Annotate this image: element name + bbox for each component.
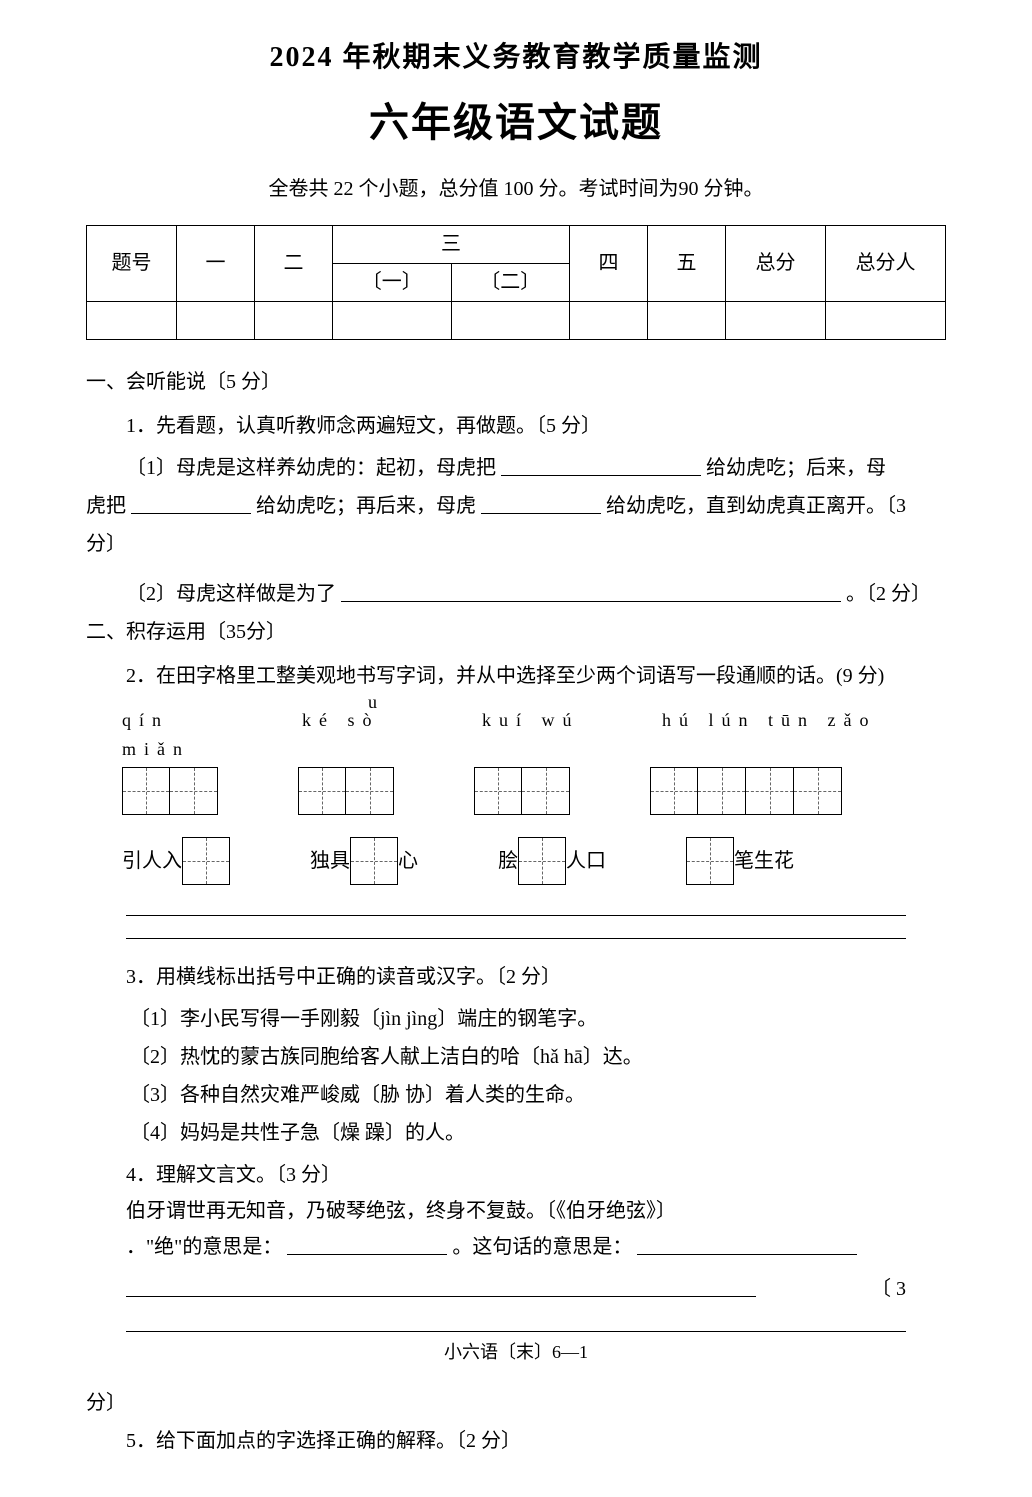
- section-2-head: 二、积存运用〔35分〕: [86, 616, 946, 648]
- q1-1-text-c: 虎把: [86, 495, 126, 517]
- q4-score-tail: 分〕: [86, 1387, 946, 1419]
- col-header: 一: [177, 225, 255, 301]
- exam-header-line1: 2024 年秋期末义务教育教学质量监测: [86, 36, 946, 81]
- pinyin-group-3: kuí wú: [482, 706, 582, 764]
- score-cell[interactable]: [177, 301, 255, 339]
- col-header: 题号: [87, 225, 177, 301]
- col-header: 二: [255, 225, 333, 301]
- question-1-1-cont: 虎把 给幼虎吃；再后来，母虎 给幼虎吃，直到幼虎真正离开。〔3: [86, 490, 946, 522]
- tianzige-group[interactable]: [474, 767, 570, 815]
- phrase-post: 心: [398, 845, 418, 877]
- pinyin-group-2: u ké sò: [302, 706, 402, 764]
- write-line[interactable]: [126, 915, 906, 916]
- table-row: [87, 301, 946, 339]
- q4-b: 。这句话的意思是：: [452, 1236, 632, 1258]
- phrase-pre: 脍: [498, 845, 518, 877]
- q4-question: ．"绝"的意思是： 。这句话的意思是：: [126, 1231, 946, 1263]
- exam-header-line2: 六年级语文试题: [86, 91, 946, 155]
- pinyin-group-4: hú lún tūn zǎo: [662, 706, 882, 764]
- phrase-pre: 引人入: [122, 845, 182, 877]
- fill-blank[interactable]: [341, 580, 841, 602]
- phrase-group: 引人入: [122, 837, 230, 885]
- score-cell[interactable]: [333, 301, 452, 339]
- pinyin-top: u: [368, 688, 385, 717]
- tianzige-row-1: [122, 767, 946, 815]
- sub-col: 〔一〕: [333, 263, 452, 301]
- question-5: 5．给下面加点的字选择正确的解释。〔2 分〕: [126, 1425, 946, 1457]
- tianzige-cell[interactable]: [182, 837, 230, 885]
- question-4: 4．理解文言文。〔3 分〕: [126, 1159, 946, 1191]
- score-cell[interactable]: [726, 301, 826, 339]
- pinyin-row: qín miǎn u ké sò kuí wú hú lún tūn zǎo: [122, 706, 946, 764]
- page-number: 小六语〔末〕6—1: [86, 1338, 946, 1367]
- tianzige-cell[interactable]: [686, 837, 734, 885]
- q1-1-text-d: 给幼虎吃；再后来，母虎: [256, 495, 476, 517]
- pinyin-group-1: qín miǎn: [122, 706, 222, 764]
- fill-blank[interactable]: [287, 1233, 447, 1255]
- tianzige-cell[interactable]: [518, 837, 566, 885]
- col-header: 四: [570, 225, 648, 301]
- fill-blank[interactable]: [501, 454, 701, 476]
- score-cell[interactable]: [570, 301, 648, 339]
- q3-item-4: 〔4〕妈妈是共性子急〔燥 躁〕的人。: [130, 1117, 946, 1149]
- table-row: 题号 一 二 三 四 五 总分 总分人: [87, 225, 946, 263]
- q4-cont-line: 〔 3: [126, 1273, 906, 1305]
- question-3: 3．用横线标出括号中正确的读音或汉字。〔2 分〕: [126, 961, 946, 993]
- col-header: 总分人: [826, 225, 946, 301]
- footer-rule: [126, 1331, 906, 1332]
- q1-1-text-a: 〔1〕母虎是这样养幼虎的：起初，母虎把: [126, 457, 496, 479]
- score-cell[interactable]: [255, 301, 333, 339]
- question-1-1: 〔1〕母虎是这样养幼虎的：起初，母虎把 给幼虎吃；后来，母: [126, 452, 946, 484]
- q1-1-text-e: 给幼虎吃，直到幼虎真正离开。〔3: [606, 495, 906, 517]
- phrase-pre: 独具: [310, 845, 350, 877]
- sub-col: 〔二〕: [451, 263, 570, 301]
- fill-blank[interactable]: [126, 1275, 756, 1297]
- q1-2-text-a: 〔2〕母虎这样做是为了: [126, 583, 336, 605]
- tianzige-cell[interactable]: [350, 837, 398, 885]
- score-cell[interactable]: [87, 301, 177, 339]
- q3-item-1: 〔1〕李小民写得一手刚毅〔jìn jìng〕端庄的钢笔字。: [130, 1003, 946, 1035]
- q1-1-tail: 分〕: [86, 528, 946, 560]
- q4-score: 〔 3: [871, 1273, 906, 1305]
- write-line[interactable]: [126, 938, 906, 939]
- phrase-group: 笔生花: [686, 837, 794, 885]
- score-cell[interactable]: [648, 301, 726, 339]
- score-table: 题号 一 二 三 四 五 总分 总分人 〔一〕 〔二〕: [86, 225, 946, 340]
- fill-blank[interactable]: [637, 1233, 857, 1255]
- question-2: 2．在田字格里工整美观地书写字词，并从中选择至少两个词语写一段通顺的话。(9 分…: [126, 660, 946, 692]
- phrase-group: 独具 心: [310, 837, 418, 885]
- fill-blank[interactable]: [131, 492, 251, 514]
- q3-item-2: 〔2〕热忱的蒙古族同胞给客人献上洁白的哈〔hǎ hā〕达。: [130, 1041, 946, 1073]
- q3-item-3: 〔3〕各种自然灾难严峻威〔胁 协〕着人类的生命。: [130, 1079, 946, 1111]
- fill-blank[interactable]: [481, 492, 601, 514]
- phrase-post: 人口: [566, 845, 606, 877]
- score-cell[interactable]: [451, 301, 570, 339]
- phrase-post: 笔生花: [734, 845, 794, 877]
- col-header: 总分: [726, 225, 826, 301]
- tianzige-row-2: 引人入 独具 心 脍 人口 笔生花: [122, 837, 946, 885]
- section-1-head: 一、会听能说〔5 分〕: [86, 366, 946, 398]
- q1-2-text-b: 。〔2 分〕: [846, 583, 931, 605]
- phrase-group: 脍 人口: [498, 837, 606, 885]
- q4-a: ．"绝"的意思是：: [126, 1236, 282, 1258]
- q1-1-text-b: 给幼虎吃；后来，母: [706, 457, 886, 479]
- col-header: 五: [648, 225, 726, 301]
- score-cell[interactable]: [826, 301, 946, 339]
- question-1: 1．先看题，认真听教师念两遍短文，再做题。〔5 分〕: [126, 410, 946, 442]
- tianzige-group[interactable]: [122, 767, 218, 815]
- q4-sentence: 伯牙谓世再无知音，乃破琴绝弦，终身不复鼓。〔《伯牙绝弦》〕: [126, 1195, 946, 1227]
- tianzige-group[interactable]: [650, 767, 842, 815]
- exam-subtitle: 全卷共 22 个小题，总分值 100 分。考试时间为90 分钟。: [86, 173, 946, 205]
- col-header: 三: [333, 225, 570, 263]
- tianzige-group[interactable]: [298, 767, 394, 815]
- question-1-2: 〔2〕母虎这样做是为了 。〔2 分〕: [126, 578, 946, 610]
